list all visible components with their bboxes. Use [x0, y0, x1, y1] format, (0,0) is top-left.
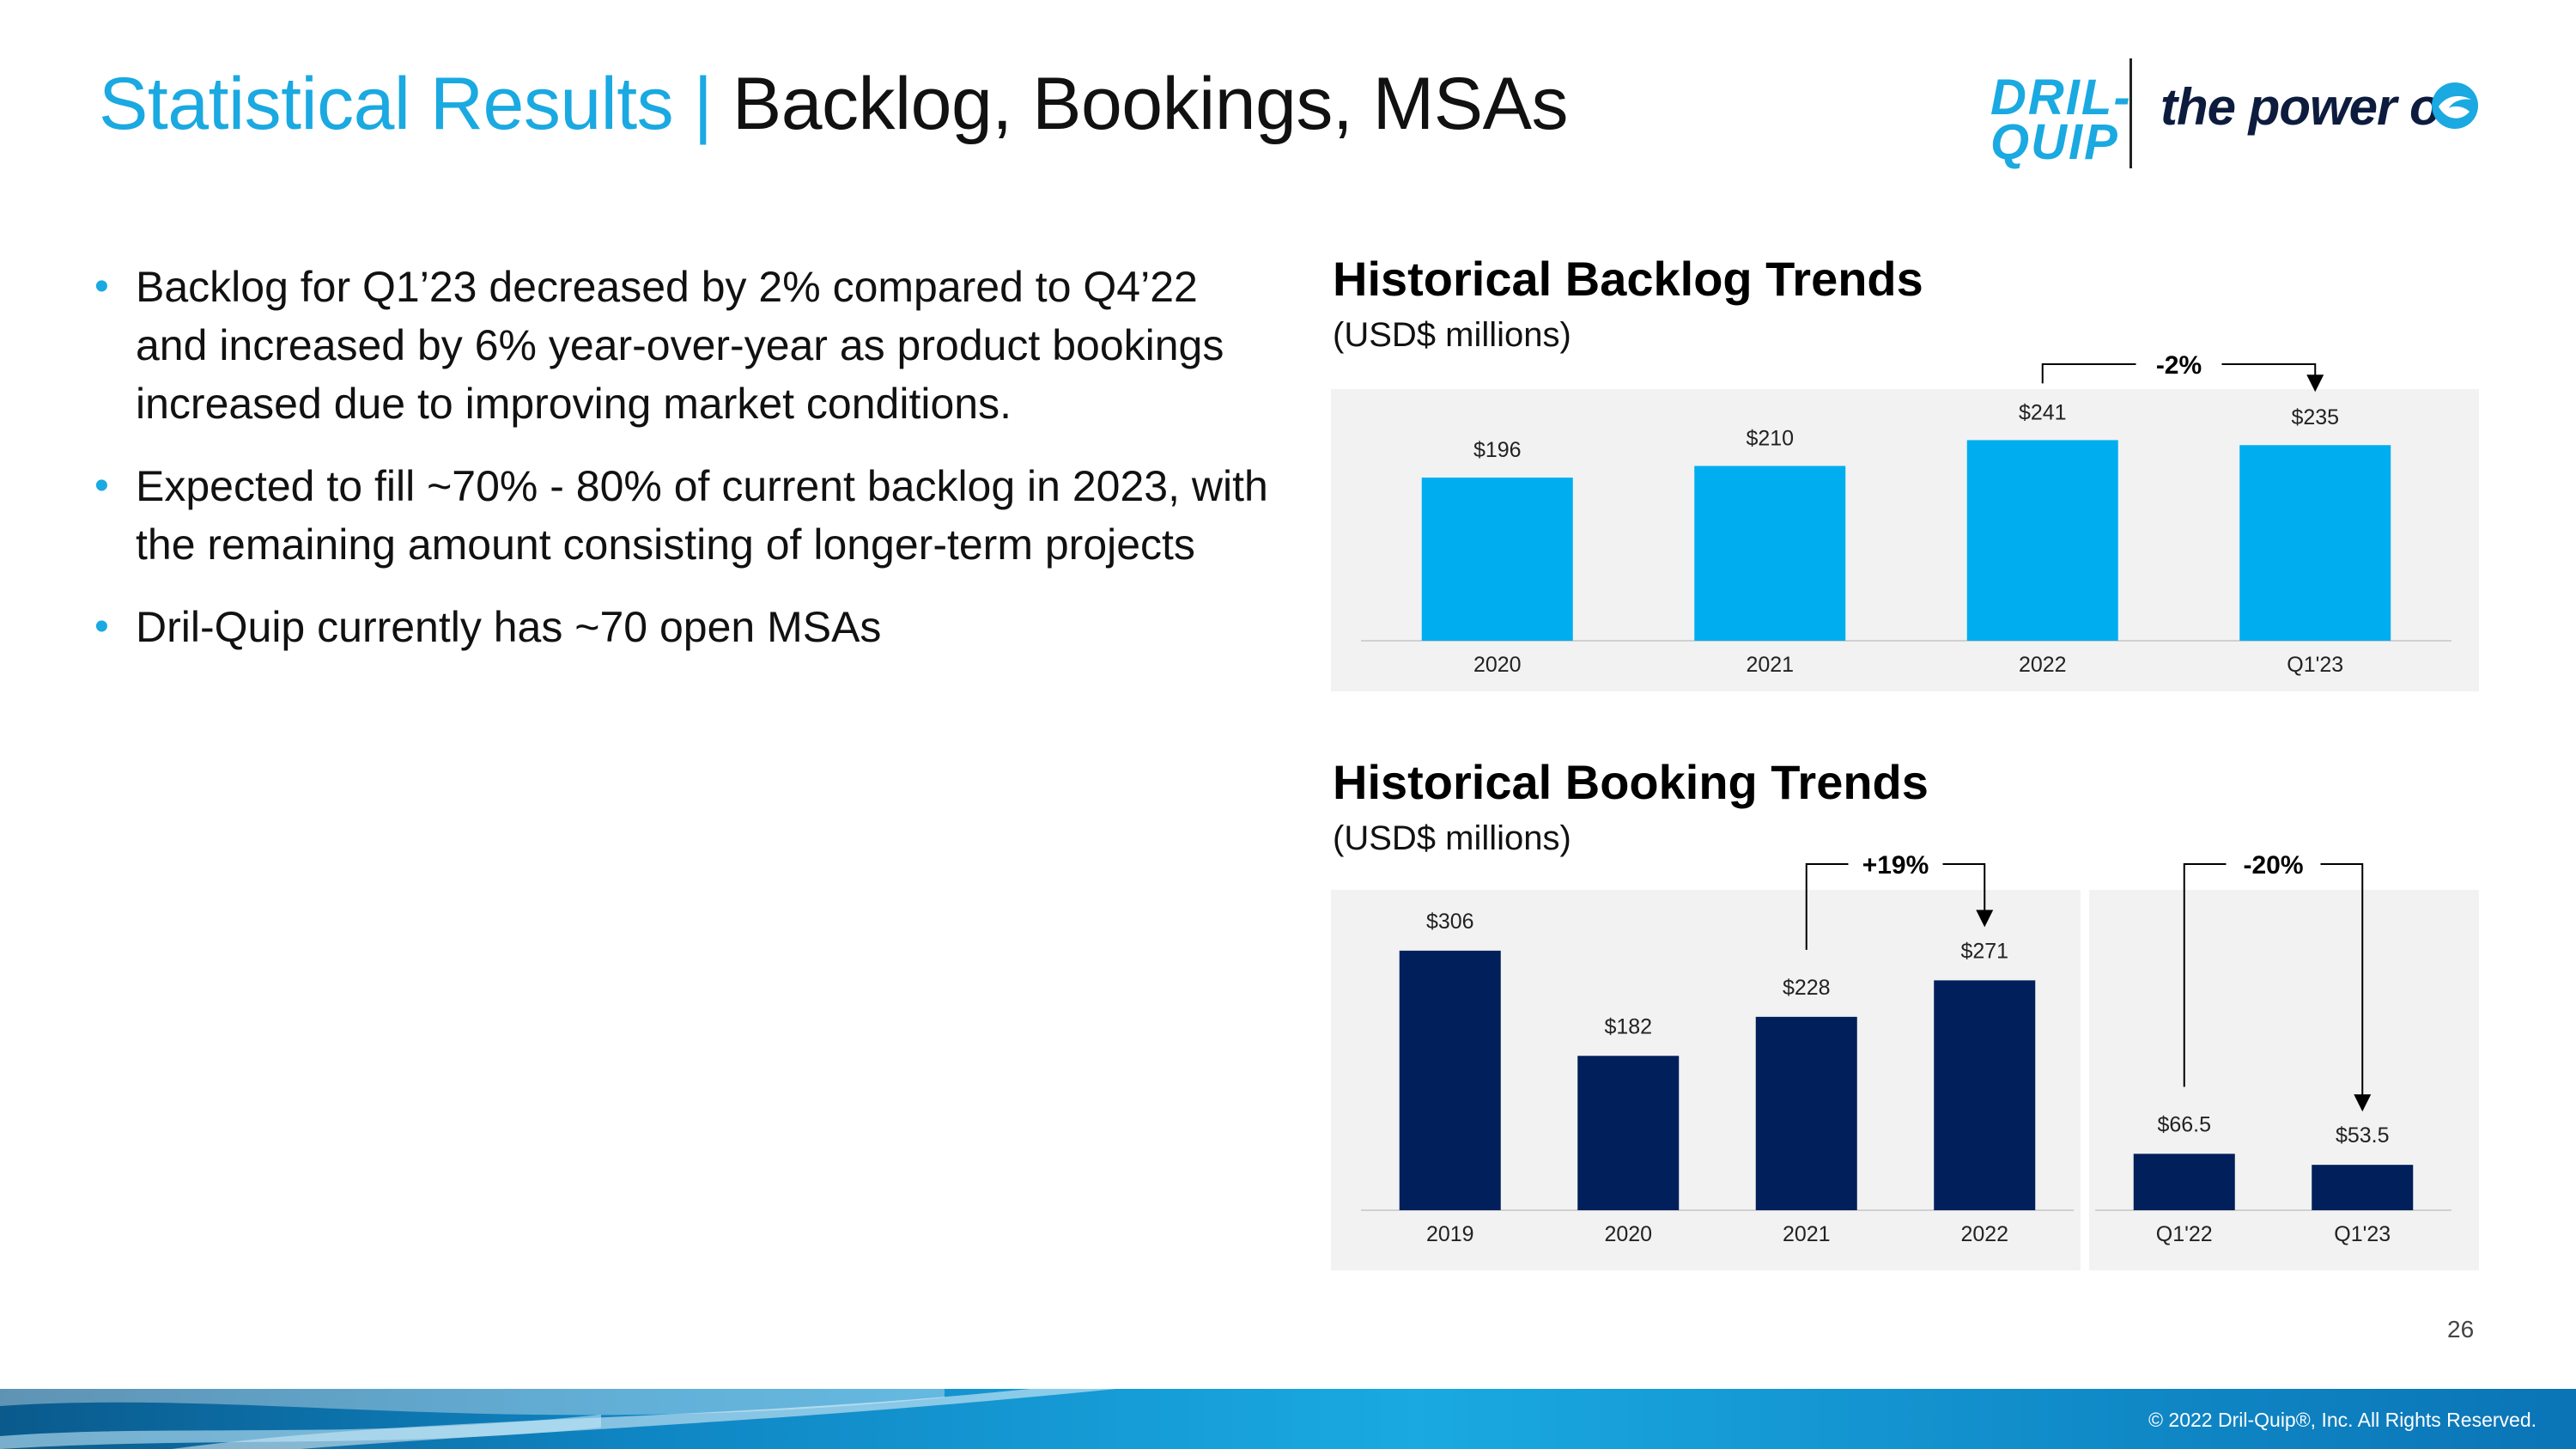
arrow-down-icon	[2354, 1094, 2372, 1112]
backlog-bar	[1421, 478, 1573, 641]
backlog-chart-title: Historical Backlog Trends	[1333, 252, 1923, 306]
arrow-down-icon	[2306, 374, 2324, 393]
booking-category-label: 2020	[1604, 1222, 1652, 1246]
booking-category-label: Q1'22	[2156, 1222, 2213, 1246]
bullet-dot-icon: •	[94, 264, 109, 309]
wave-logo-icon	[2432, 82, 2478, 129]
page-title: Statistical Results | Backlog, Bookings,…	[99, 62, 1569, 147]
title-separator: |	[693, 63, 713, 145]
booking-change-bracket	[2183, 863, 2364, 1097]
backlog-bar	[1694, 466, 1846, 641]
booking-category-label: 2021	[1783, 1222, 1831, 1246]
backlog-data-label: $196	[1473, 438, 1522, 462]
backlog-category-label: 2022	[2019, 653, 2067, 677]
company-logo: DRIL- QUIP the power of	[1990, 58, 2488, 170]
booking-change-bracket	[1805, 863, 1986, 950]
booking-bar	[1577, 1056, 1680, 1210]
booking-data-label: $66.5	[2157, 1112, 2211, 1136]
copyright-text: © 2022 Dril-Quip®, Inc. All Rights Reser…	[2148, 1409, 2537, 1431]
booking-category-label: 2019	[1426, 1222, 1474, 1246]
backlog-category-label: 2021	[1746, 653, 1794, 677]
bullet-item: • Dril-Quip currently has ~70 open MSAs	[94, 598, 1279, 656]
page-number: 26	[2447, 1316, 2475, 1342]
dril-quip-logo-mark: DRIL- QUIP	[1990, 70, 2132, 170]
backlog-data-label: $235	[2291, 405, 2339, 429]
booking-category-label: Q1'23	[2334, 1222, 2391, 1246]
booking-chart-title: Historical Booking Trends	[1333, 755, 1929, 809]
booking-bar	[2312, 1165, 2414, 1210]
arrow-down-icon	[1976, 910, 1994, 928]
booking-category-label: 2022	[1960, 1222, 2008, 1246]
booking-change-label: -20%	[2243, 851, 2303, 880]
booking-chart-subtitle: (USD$ millions)	[1333, 819, 1571, 857]
bullet-item: • Expected to fill ~70% - 80% of current …	[94, 457, 1279, 574]
footer-band	[0, 1389, 2576, 1449]
booking-data-label: $53.5	[2336, 1123, 2390, 1148]
booking-bar	[1399, 950, 1501, 1210]
bullet-text: Backlog for Q1’23 decreased by 2% compar…	[136, 263, 1224, 428]
bullet-list: • Backlog for Q1’23 decreased by 2% compa…	[94, 258, 1279, 680]
logo-line-2: QUIP	[1990, 114, 2119, 170]
backlog-change-bracket	[2041, 363, 2317, 384]
booking-data-label: $271	[1960, 939, 2008, 963]
logo-divider	[2129, 58, 2132, 168]
bullet-dot-icon: •	[94, 604, 109, 649]
bullet-item: • Backlog for Q1’23 decreased by 2% compa…	[94, 258, 1279, 433]
logo-line-1: DRIL-	[1990, 70, 2132, 125]
backlog-category-label: 2020	[1473, 653, 1522, 677]
backlog-data-label: $241	[2019, 400, 2067, 424]
logo-tagline: the power of	[2160, 78, 2458, 136]
booking-change-label: +19%	[1862, 851, 1929, 880]
bullet-text: Dril-Quip currently has ~70 open MSAs	[136, 603, 882, 651]
booking-data-label: $306	[1426, 910, 1474, 934]
booking-chart-panel-quarterly	[2089, 890, 2479, 1270]
booking-bar	[2133, 1154, 2235, 1210]
backlog-chart-subtitle: (USD$ millions)	[1333, 316, 1571, 354]
booking-bar	[1934, 980, 2036, 1210]
backlog-bar	[1966, 440, 2118, 641]
backlog-data-label: $210	[1746, 426, 1794, 450]
booking-data-label: $228	[1783, 976, 1831, 1000]
title-main: Statistical Results	[99, 63, 674, 145]
backlog-change-label: -2%	[2156, 351, 2202, 380]
booking-data-label: $182	[1604, 1014, 1652, 1038]
booking-bar	[1755, 1016, 1857, 1210]
bullet-dot-icon: •	[94, 463, 109, 508]
backlog-category-label: Q1'23	[2287, 653, 2343, 677]
bullet-text: Expected to fill ~70% - 80% of current b…	[136, 462, 1268, 569]
backlog-bar	[2239, 445, 2391, 641]
title-rest: Backlog, Bookings, MSAs	[732, 63, 1569, 145]
